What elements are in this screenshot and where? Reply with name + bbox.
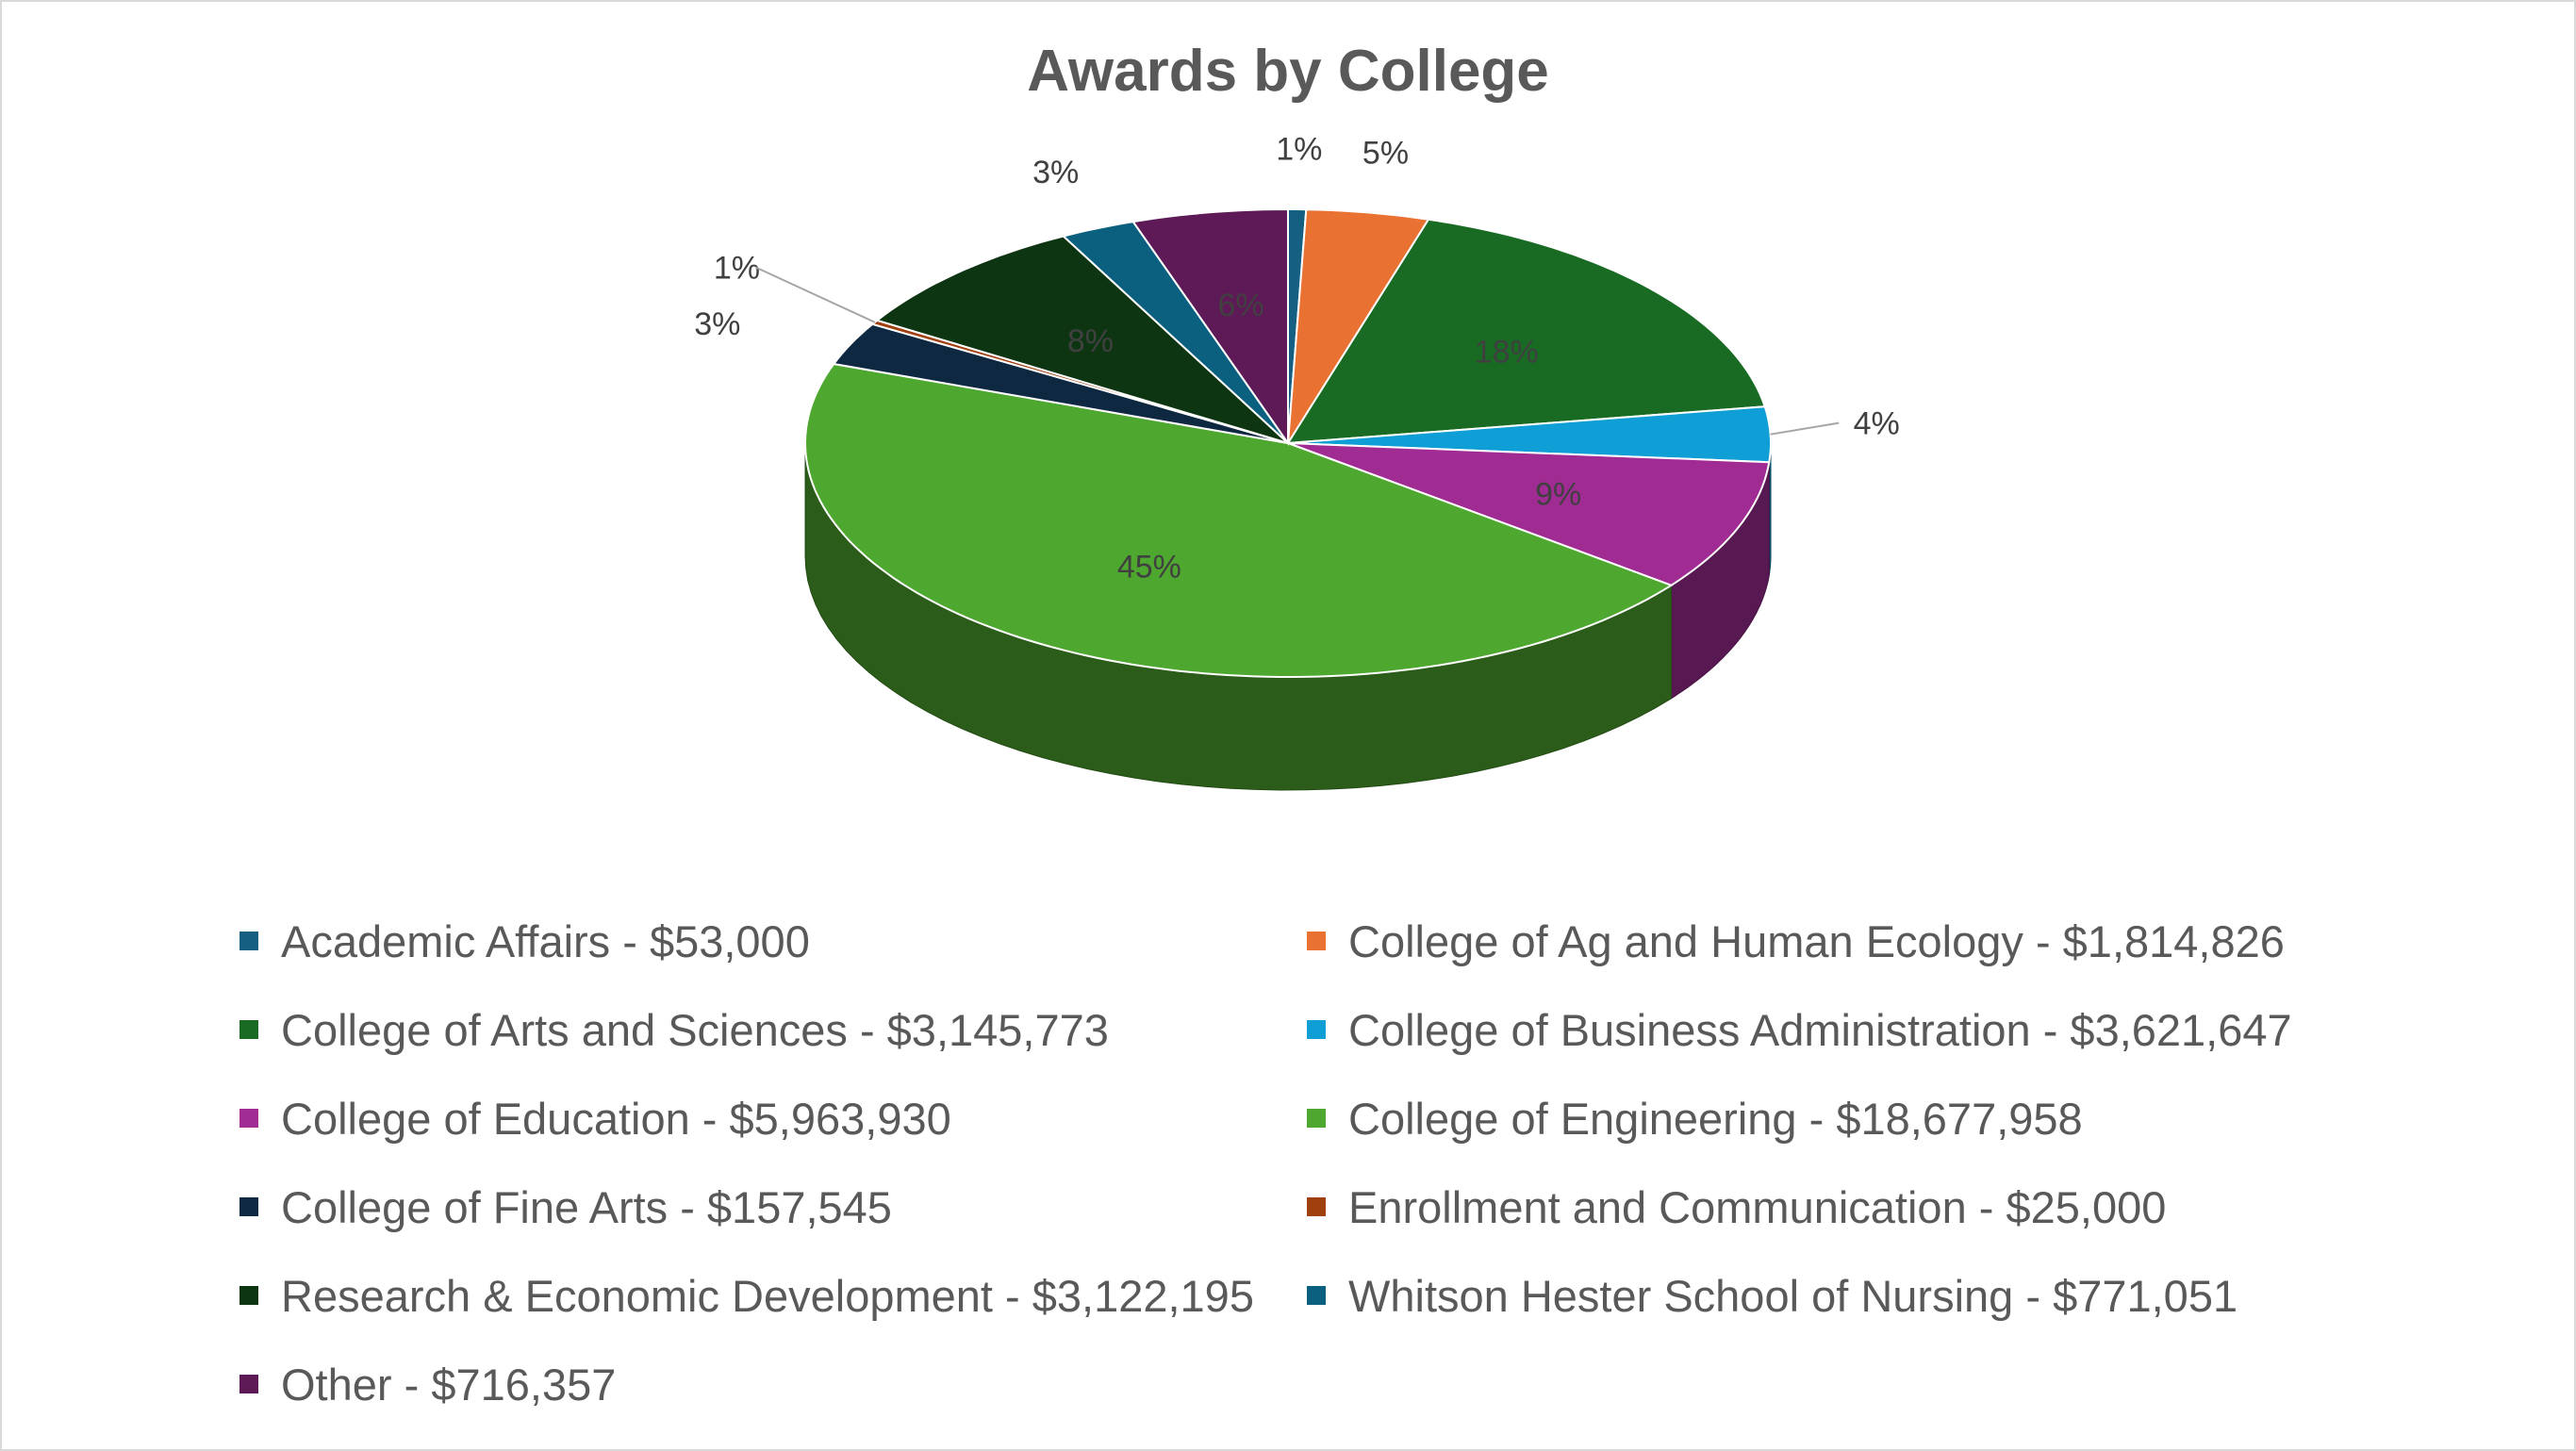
- legend-item: Other - $716,357: [239, 1356, 616, 1412]
- data-label-5: 45%: [1117, 550, 1181, 585]
- legend-label: College of Ag and Human Ecology - $1,814…: [1348, 915, 2285, 966]
- data-label-8: 8%: [1067, 323, 1114, 359]
- pie-slice-1: [1287, 208, 1430, 444]
- legend-item: College of Ag and Human Ecology - $1,814…: [1307, 913, 2285, 969]
- leader-line-3: [1770, 421, 1840, 436]
- legend-swatch: [1307, 1020, 1326, 1039]
- pie-top: [803, 207, 1772, 678]
- data-label-10: 6%: [1217, 288, 1263, 323]
- pie-slice-9: [1061, 221, 1289, 444]
- pie-slice-10: [1131, 207, 1289, 447]
- pie-slice-5: [803, 362, 1674, 678]
- legend-label: Other - $716,357: [281, 1359, 617, 1410]
- legend-item: Whitson Hester School of Nursing - $771,…: [1307, 1267, 2237, 1324]
- legend-label: College of Business Administration - $3,…: [1348, 1004, 2292, 1055]
- legend-swatch: [239, 1020, 258, 1039]
- legend-label: College of Education - $5,963,930: [281, 1093, 951, 1144]
- chart-title: Awards by College: [1027, 39, 1549, 104]
- pie-slice-2: [1286, 218, 1767, 445]
- legend-swatch: [1307, 1109, 1326, 1128]
- data-label-4: 9%: [1535, 477, 1581, 513]
- legend-swatch: [1307, 932, 1326, 950]
- legend-item: College of Fine Arts - $157,545: [239, 1179, 892, 1235]
- legend-label: Whitson Hester School of Nursing - $771,…: [1348, 1270, 2238, 1321]
- legend-label: Research & Economic Development - $3,122…: [281, 1270, 1254, 1321]
- legend-item: College of Education - $5,963,930: [239, 1090, 951, 1146]
- data-labels: 1% 5% 18% 4% 9% 45% 3% 1% 8% 3% 6%: [694, 132, 1900, 585]
- legend-swatch: [1307, 1286, 1326, 1305]
- legend-swatch: [239, 932, 258, 950]
- legend-swatch: [1307, 1197, 1326, 1216]
- data-label-1: 5%: [1362, 136, 1409, 172]
- legend-swatch: [239, 1375, 258, 1393]
- legend-item: Enrollment and Communication - $25,000: [1307, 1179, 2166, 1235]
- data-label-7: 1%: [714, 251, 760, 287]
- legend-label: Academic Affairs - $53,000: [281, 915, 810, 966]
- data-label-2: 18%: [1475, 334, 1539, 370]
- data-label-3: 4%: [1854, 406, 1900, 442]
- data-label-0: 1%: [1276, 132, 1322, 168]
- pie-slice-8: [875, 235, 1289, 444]
- legend-swatch: [239, 1197, 258, 1216]
- legend-item: College of Arts and Sciences - $3,145,77…: [239, 1001, 1109, 1058]
- legend-item: College of Business Administration - $3,…: [1307, 1001, 2292, 1058]
- pie-slice-4: [1287, 442, 1771, 586]
- legend-item: College of Engineering - $18,677,958: [1307, 1090, 2083, 1146]
- legend-swatch: [239, 1109, 258, 1128]
- legend-label: College of Arts and Sciences - $3,145,77…: [281, 1004, 1109, 1055]
- legend-item: Research & Economic Development - $3,122…: [239, 1267, 1254, 1324]
- data-label-6: 3%: [694, 306, 740, 342]
- legend-label: College of Fine Arts - $157,545: [281, 1181, 892, 1232]
- legend-item: Academic Affairs - $53,000: [239, 913, 810, 969]
- legend-label: Enrollment and Communication - $25,000: [1348, 1181, 2167, 1232]
- legend-label: College of Engineering - $18,677,958: [1348, 1093, 2083, 1144]
- leader-line-7: [754, 266, 876, 323]
- data-label-9: 3%: [1032, 155, 1079, 190]
- pie-slice-6: [832, 322, 1289, 444]
- legend-swatch: [239, 1286, 258, 1305]
